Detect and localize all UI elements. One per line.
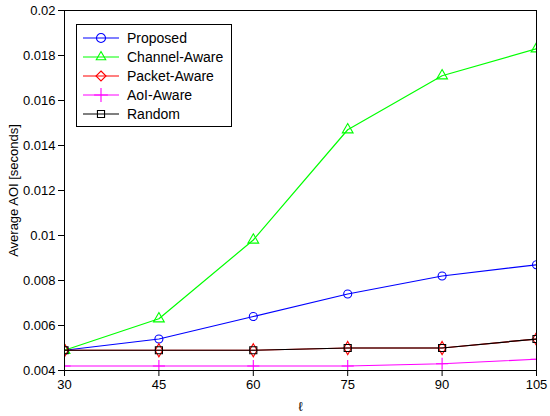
svg-text:0.008: 0.008 [23,273,56,288]
svg-text:0.014: 0.014 [23,138,56,153]
svg-text:60: 60 [246,377,260,392]
svg-text:0.02: 0.02 [30,3,55,18]
svg-text:0.012: 0.012 [23,183,56,198]
html-text:Packet-Aware: Packet-Aware [127,67,214,84]
svg-text:0.006: 0.006 [23,318,56,333]
svg-text:45: 45 [152,377,166,392]
html-text:Random: Random [127,105,180,122]
html-text:AoI-Aware: AoI-Aware [127,86,193,103]
svg-text:0.01: 0.01 [30,228,55,243]
svg-text:0.016: 0.016 [23,93,56,108]
html-text:Channel-Aware: Channel-Aware [127,48,224,65]
svg-text:ℓ: ℓ [298,399,303,414]
svg-text:0.004: 0.004 [23,363,56,378]
svg-text:105: 105 [526,377,548,392]
svg-text:75: 75 [340,377,354,392]
html-text:Proposed: Proposed [127,29,187,46]
svg-text:30: 30 [57,377,71,392]
svg-text:Average AOI [seconds]: Average AOI [seconds] [6,124,21,257]
svg-text:0.018: 0.018 [23,48,56,63]
svg-text:90: 90 [435,377,449,392]
